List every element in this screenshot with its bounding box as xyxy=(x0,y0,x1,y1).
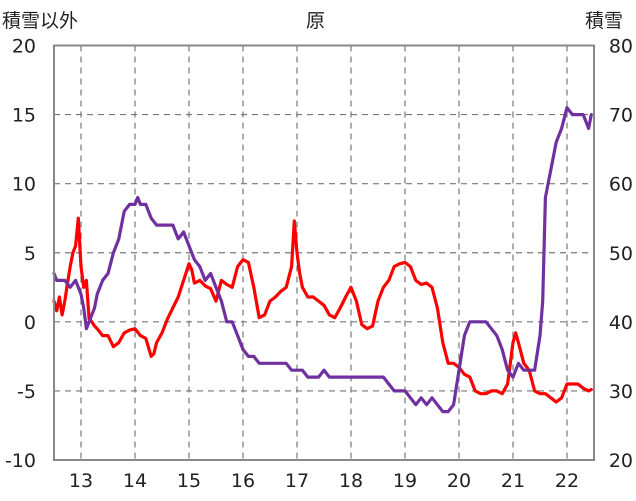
right-y-tick-label: 30 xyxy=(609,381,633,403)
left-y-tick-labels: 20 15 10 5 0 -5 -10 xyxy=(5,36,36,473)
left-y-tick-label: -5 xyxy=(17,381,36,403)
left-axis-label: 積雪以外 xyxy=(2,10,79,32)
x-tick-label: 17 xyxy=(285,470,309,492)
left-y-tick-label: -10 xyxy=(5,450,36,472)
x-tick-label: 18 xyxy=(339,470,363,492)
right-y-tick-label: 40 xyxy=(609,312,633,334)
left-y-tick-label: 10 xyxy=(12,174,36,196)
left-y-tick-label: 15 xyxy=(12,105,36,127)
right-y-tick-label: 50 xyxy=(609,243,633,265)
series-line-left-axis xyxy=(52,216,593,404)
x-tick-label: 19 xyxy=(393,470,417,492)
x-tick-label: 15 xyxy=(177,470,201,492)
x-tick-label: 21 xyxy=(501,470,525,492)
right-y-tick-labels: 80 70 60 50 40 30 20 xyxy=(609,36,633,473)
chart-title: 原 xyxy=(306,10,326,32)
x-tick-label: 14 xyxy=(123,470,147,492)
x-tick-label: 13 xyxy=(69,470,93,492)
x-tick-label: 16 xyxy=(231,470,255,492)
plot-frame xyxy=(53,44,595,461)
left-y-tick-label: 0 xyxy=(24,312,36,334)
series-line-right-axis xyxy=(52,106,593,414)
left-y-tick-label: 20 xyxy=(12,36,36,58)
x-tick-labels: 13 14 15 16 17 18 19 20 21 22 xyxy=(69,470,579,492)
left-y-tick-label: 5 xyxy=(24,243,36,265)
right-y-tick-label: 20 xyxy=(609,450,633,472)
x-tick-label: 22 xyxy=(555,470,579,492)
right-y-tick-label: 70 xyxy=(609,105,633,127)
series-layer xyxy=(52,106,593,414)
right-y-tick-label: 80 xyxy=(609,36,633,58)
x-tick-label: 20 xyxy=(447,470,471,492)
right-axis-label: 積雪 xyxy=(585,10,624,32)
grid-layer xyxy=(54,45,594,460)
right-y-tick-label: 60 xyxy=(609,174,633,196)
